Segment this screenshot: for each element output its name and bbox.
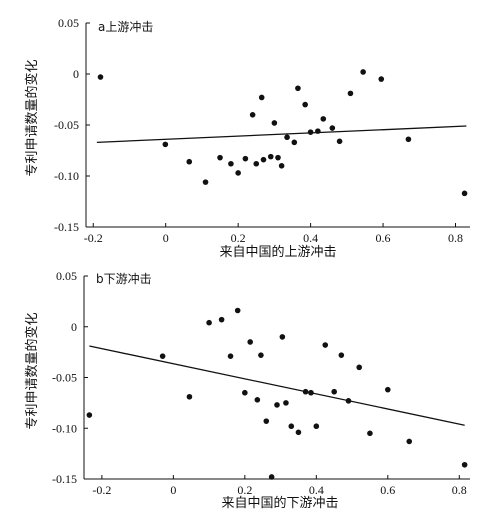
panel-b-data-point [274,402,280,408]
panel-b-ylabel: 专利申请数量的变化 [24,312,40,429]
panel-a-data-point [202,179,209,185]
panel-a-x-tick-label: 0.6 [376,231,391,245]
panel-a-data-point [307,129,314,135]
panel-b-fit-line [89,345,465,426]
panel-a-data-point [260,156,267,163]
panel-a-data-point [97,74,104,80]
panel-a-data-point [228,160,234,167]
panel-a-y-tick-label: 0.05 [58,16,79,30]
panel-a-data-point [315,128,321,134]
panel-a-data-point [461,190,468,197]
panel-b-x-tick-label: -0.2 [92,483,111,497]
panel-b-data-point [186,393,193,400]
panel-b-data-point [258,352,264,358]
panel-a-data-point [302,101,308,108]
panel-b-data-point [288,423,295,430]
panel-b-x-tick-label: 0 [170,483,176,497]
panel-b-y-tick-label: -0.15 [52,472,77,486]
panel-b-data-point [227,353,234,359]
panel-a-data-point [295,85,301,92]
panel-b-data-point [367,430,373,437]
panel-b-data-point [322,342,329,348]
panel-a-data-point [267,153,274,160]
panel-b-data-point [331,388,337,395]
panel-a-ylabel: 专利申请数量的变化 [24,59,40,176]
panel-b-data-point [308,389,314,396]
panel-a-data-point [336,138,343,145]
panel-b-x-tick-label: 0.4 [309,483,324,497]
panel-b-data-point [356,364,363,371]
panel-a-data-point [378,76,385,82]
panel-b-data-point [313,423,320,430]
panel-b-data-point [234,307,241,314]
panel-b-data-point [338,352,345,358]
panel-a-data-point [162,141,169,148]
panel-a-y-tick-label: -0.15 [54,220,79,234]
panel-a-data-point [329,125,336,131]
panel-a-data-point [291,139,298,146]
panel-b-data-point [295,429,302,436]
panel-b-y-tick-label: 0 [71,320,77,334]
panel-b-data-point [302,388,309,395]
panel-b-xlabel: 来自中国的下游冲击 [221,495,338,511]
panel-a-data-point [186,158,193,165]
panel-a: a上游冲击 专利申请数量的变化 来自中国的上游冲击 0.05 0 -0.05 -0.1… [24,16,470,260]
panel-b-y-tick-label: -0.10 [52,421,77,435]
panel-a-data-point [278,163,285,169]
panel-a-data-point [405,136,412,143]
panel-a-data-point [258,94,265,101]
panel-b-data-point [279,334,286,340]
panel-a-data-point [235,170,241,176]
panel-a-plot: 0.05 0 -0.05 -0.10 -0.15 -0.2 0 0.2 0.4 0.6 0.8 [54,16,470,245]
panel-a-fit-line [96,125,467,143]
panel-a-data-point [360,69,366,75]
panel-b-data-point [218,316,225,323]
panel-b-data-point [242,389,248,396]
panel-b-data-point [254,397,261,403]
panel-a-x-tick-label: 0.8 [448,231,463,245]
panel-b-data-point [283,400,289,406]
panel-a-y-tick-label: 0 [73,67,79,81]
panel-a-x-tick-label: 0 [163,231,169,245]
panel-b-label: b下游冲击 [96,271,152,286]
panel-b-data-point [247,339,253,345]
panel-b-data-point [406,438,413,445]
panel-a-data-point [347,90,354,97]
panel-b-data-point [159,353,166,359]
panel-a-data-point [275,154,281,161]
panel-a-data-point [242,155,249,162]
panel-b-y-tick-label: 0.05 [56,269,77,283]
panel-b-data-point [206,319,212,326]
panel-b-data-point [461,461,468,468]
panel-b-data-point [268,474,275,480]
panel-a-x-tick-label: -0.2 [84,231,103,245]
panel-a-data-point [320,116,327,122]
panel-b-x-tick-label: 0.6 [380,483,395,497]
panel-b-data-point [263,418,270,424]
panel-a-data-point [253,160,260,167]
panel-a-label: a上游冲击 [98,19,153,34]
panel-b-data-point [345,398,352,404]
panel-b-data-point [86,412,93,418]
panel-a-data-point [271,120,278,126]
panel-b-x-tick-label: 0.8 [452,483,467,497]
panel-b-y-tick-label: -0.05 [52,371,77,385]
panel-a-data-point [249,112,256,118]
panel-a-y-tick-label: -0.05 [54,118,79,132]
panel-b-x-tick-label: 0.2 [237,483,252,497]
panel-a-data-point [217,154,223,161]
panel-b-plot: 0.05 0 -0.05 -0.10 -0.15 -0.2 0 0.2 0.4 0.6 0.8 [52,269,470,497]
panel-a-data-point [284,134,290,141]
panel-a-xlabel: 来自中国的上游冲击 [219,244,336,260]
panel-b: b下游冲击 专利申请数量的变化 来自中国的下游冲击 0.05 0 -0.05 -0.1… [24,269,470,511]
panel-a-x-tick-label: 0.4 [303,231,318,245]
panel-b-data-point [384,386,391,393]
panel-a-x-tick-label: 0.2 [231,231,246,245]
panel-a-y-tick-label: -0.10 [54,169,79,183]
